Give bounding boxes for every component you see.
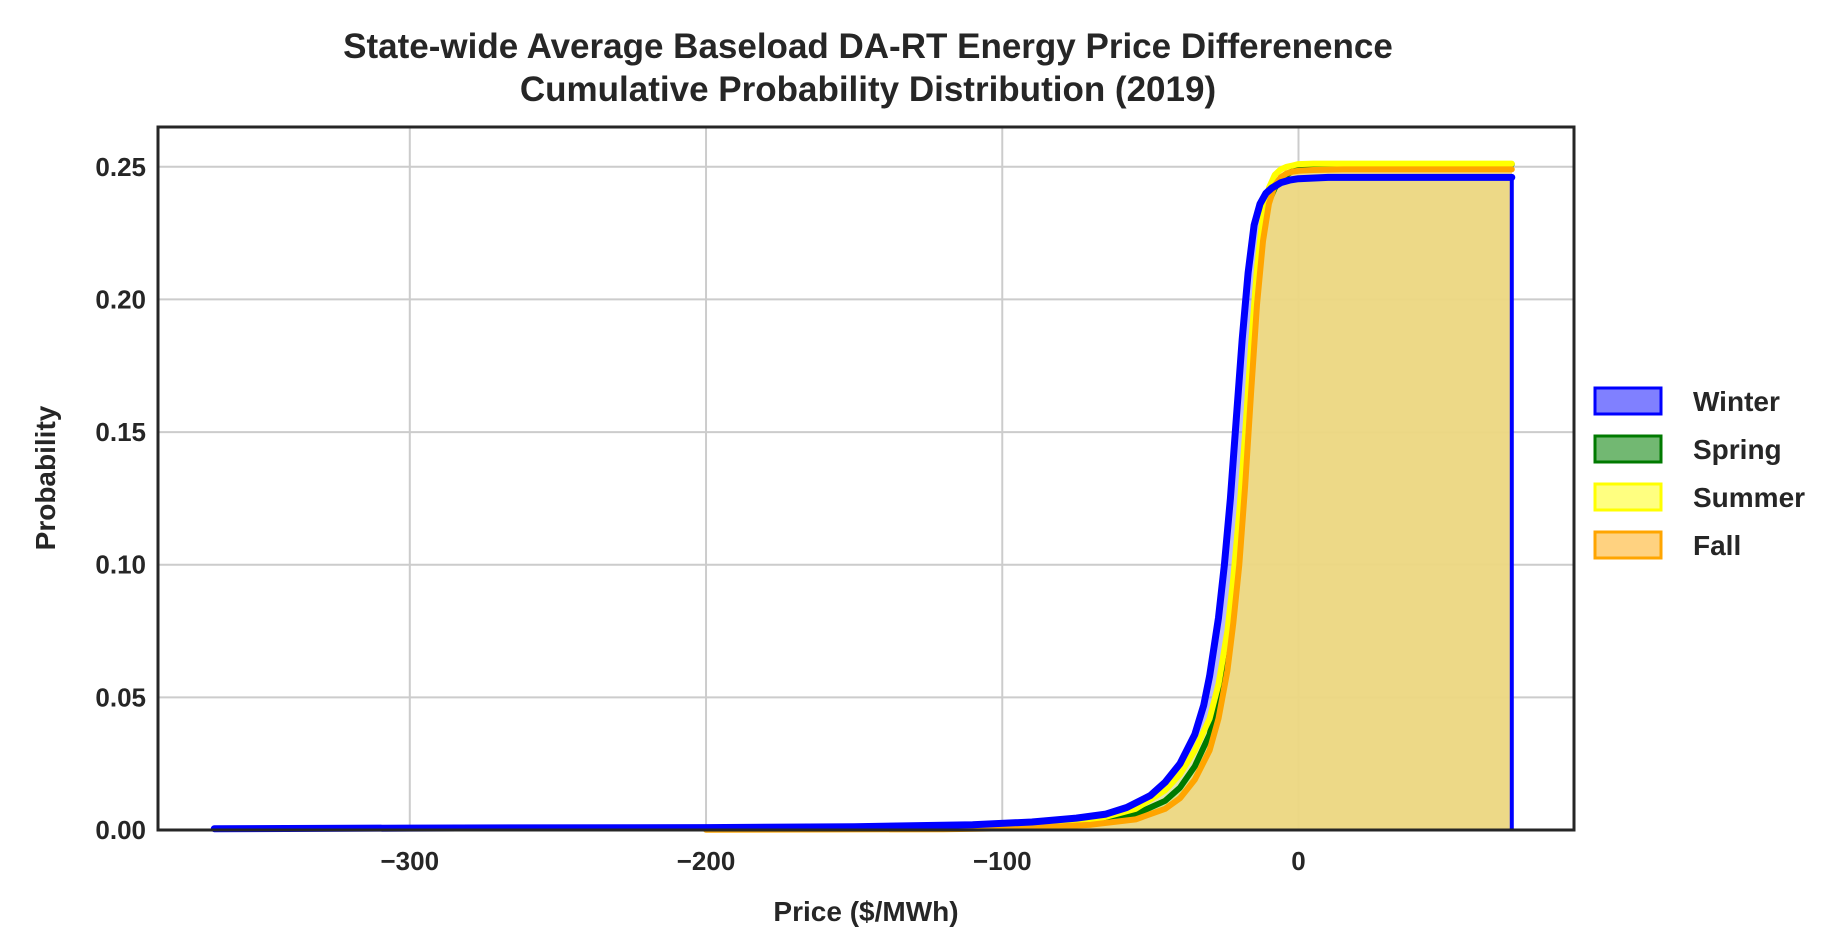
series-line-winter bbox=[210, 173, 1516, 833]
legend-swatch-winter bbox=[1593, 386, 1663, 416]
series-line-fall bbox=[703, 166, 1515, 833]
series-area-fall bbox=[706, 169, 1512, 830]
legend-swatch-summer bbox=[1593, 482, 1663, 512]
x-tick-label: 0 bbox=[1291, 846, 1305, 876]
x-tick-labels: −300 −200 −100 0 bbox=[381, 846, 1306, 876]
y-tick-label: 0.25 bbox=[95, 152, 146, 182]
x-tick-label: −200 bbox=[677, 846, 736, 876]
y-tick-label: 0.10 bbox=[95, 550, 146, 580]
legend-swatch-fall bbox=[1593, 530, 1663, 560]
chart-title-line1: State-wide Average Baseload DA-RT Energy… bbox=[343, 27, 1393, 66]
legend: Winter Spring Summer Fall bbox=[1593, 386, 1805, 561]
legend-label-summer: Summer bbox=[1693, 482, 1805, 513]
y-tick-label: 0.00 bbox=[95, 815, 146, 845]
chart-title-line2: Cumulative Probability Distribution (201… bbox=[520, 70, 1216, 109]
legend-swatch-spring bbox=[1593, 434, 1663, 464]
x-tick-label: −100 bbox=[973, 846, 1032, 876]
series-layer bbox=[210, 160, 1516, 833]
x-axis-label: Price ($/MWh) bbox=[773, 896, 958, 927]
legend-label-spring: Spring bbox=[1693, 434, 1782, 465]
y-tick-label: 0.15 bbox=[95, 417, 146, 447]
legend-label-winter: Winter bbox=[1693, 386, 1780, 417]
plot-frame bbox=[156, 125, 1576, 832]
legend-label-fall: Fall bbox=[1693, 530, 1741, 561]
y-tick-labels: 0.00 0.05 0.10 0.15 0.20 0.25 bbox=[95, 152, 146, 845]
y-tick-label: 0.05 bbox=[95, 682, 146, 712]
y-axis-label: Probability bbox=[30, 405, 61, 550]
x-tick-label: −300 bbox=[381, 846, 440, 876]
y-tick-label: 0.20 bbox=[95, 284, 146, 314]
series-line-summer bbox=[703, 160, 1515, 833]
